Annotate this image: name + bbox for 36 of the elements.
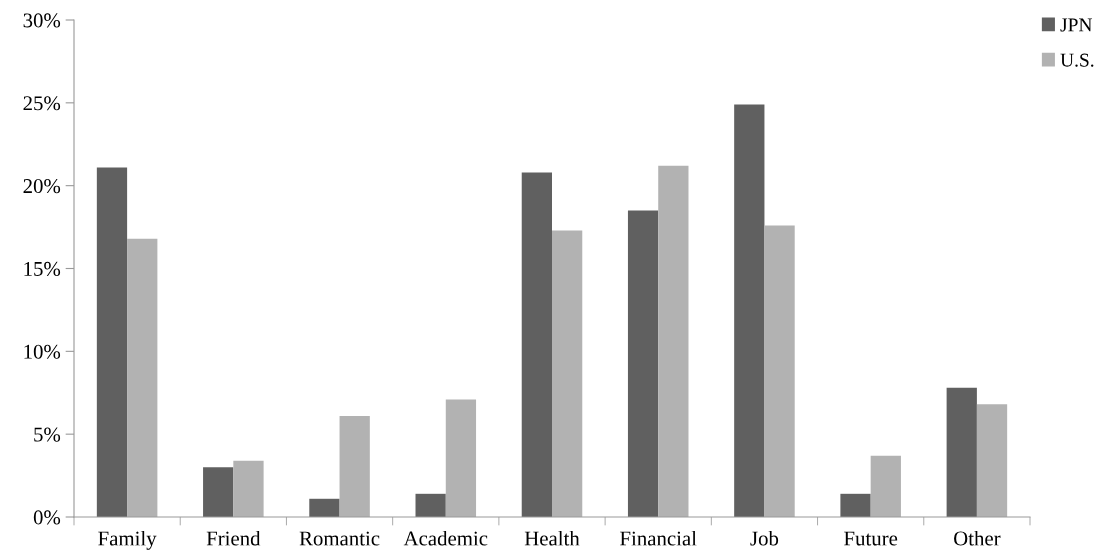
x-tick-label: Family	[98, 530, 157, 550]
y-tick-label: 30%	[23, 13, 61, 28]
bar	[552, 230, 583, 517]
x-tick-label: Romantic	[299, 531, 380, 546]
legend-label: U.S.	[1060, 53, 1094, 67]
bar	[521, 172, 552, 517]
y-tick-label: 20%	[23, 179, 61, 194]
bar	[976, 404, 1008, 517]
bar	[415, 493, 446, 517]
y-tick-label: 15%	[24, 261, 61, 276]
bar	[203, 467, 234, 517]
bar	[627, 210, 659, 517]
bar	[233, 460, 264, 517]
x-tick-label: Job	[750, 530, 779, 546]
bar	[734, 104, 765, 517]
bar	[96, 167, 128, 517]
bar	[445, 399, 477, 517]
bar	[339, 415, 370, 517]
x-tick-label: Friend	[206, 530, 261, 546]
bar	[658, 165, 689, 517]
x-tick-label: Financial	[620, 530, 697, 546]
y-tick-label: 5%	[34, 427, 61, 442]
bar	[764, 225, 795, 517]
bar	[309, 498, 340, 517]
bar	[870, 455, 901, 517]
bar	[127, 238, 158, 517]
x-tick-label: Academic	[403, 530, 488, 546]
bar	[840, 493, 871, 517]
y-tick-label: 10%	[24, 344, 61, 359]
bar	[946, 387, 977, 517]
x-tick-label: Other	[954, 530, 1001, 546]
y-tick-label: 0%	[33, 510, 61, 525]
x-tick-label: Future	[844, 531, 898, 546]
y-tick-label: 25%	[23, 96, 61, 111]
legend-label: JPN	[1060, 18, 1093, 32]
x-tick-label: Health	[524, 530, 580, 546]
